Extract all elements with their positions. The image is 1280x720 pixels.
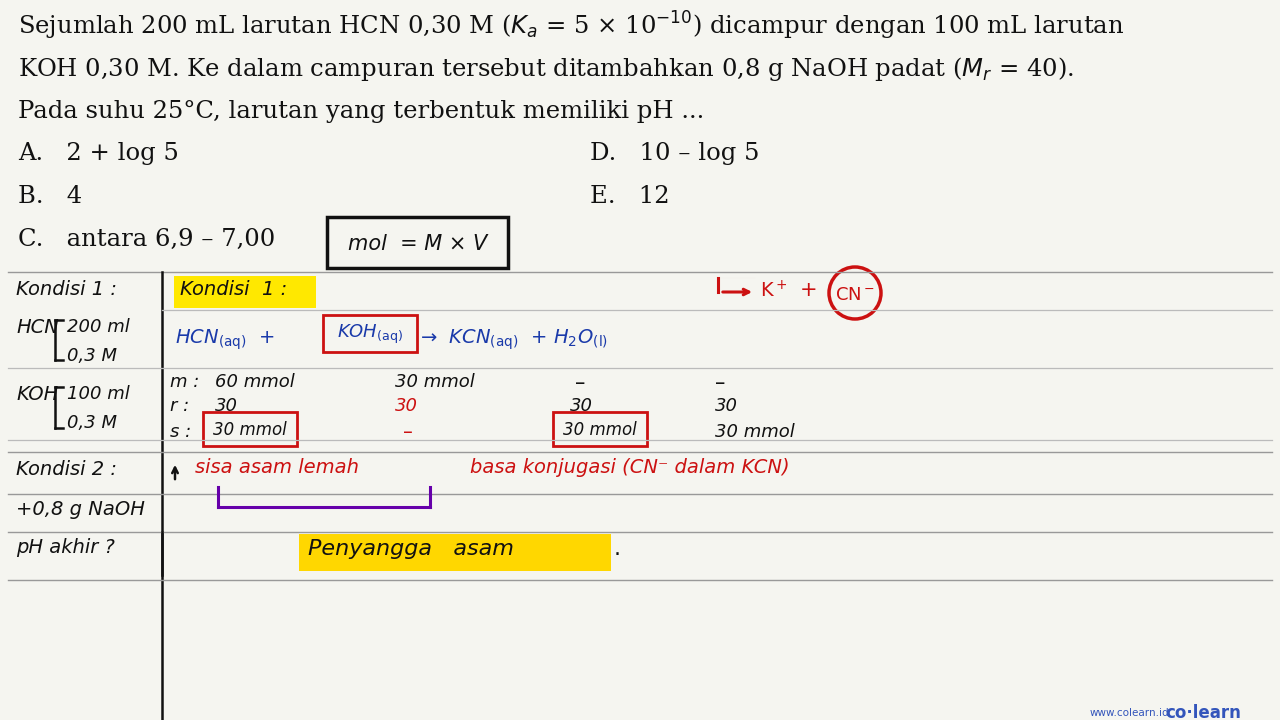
Text: sisa asam lemah: sisa asam lemah [195, 458, 358, 477]
Text: Kondisi 2 :: Kondisi 2 : [15, 460, 116, 479]
Text: Kondisi 1 :: Kondisi 1 : [15, 280, 116, 299]
Text: HCN$_{\mathsf{(aq)}}$  +: HCN$_{\mathsf{(aq)}}$ + [175, 327, 275, 351]
Text: mol  = M × V: mol = M × V [348, 235, 488, 254]
Text: s :: s : [170, 423, 191, 441]
Text: 200 ml: 200 ml [67, 318, 129, 336]
Text: →  KCN$_{\mathsf{(aq)}}$  + H$_{\mathsf{2}}$O$_{\mathsf{(l)}}$: → KCN$_{\mathsf{(aq)}}$ + H$_{\mathsf{2}… [420, 327, 608, 351]
Text: A.   2 + log 5: A. 2 + log 5 [18, 142, 179, 165]
Text: –: – [716, 373, 726, 393]
Text: co·learn: co·learn [1165, 704, 1240, 720]
FancyBboxPatch shape [553, 412, 646, 446]
Text: B.   4: B. 4 [18, 185, 82, 208]
FancyBboxPatch shape [323, 315, 417, 352]
Text: 30: 30 [215, 397, 238, 415]
Text: +0,8 g NaOH: +0,8 g NaOH [15, 500, 145, 519]
Text: KOH 0,30 M. Ke dalam campuran tersebut ditambahkan 0,8 g NaOH padat ($M_r$ = 40): KOH 0,30 M. Ke dalam campuran tersebut d… [18, 55, 1074, 83]
Text: r :: r : [170, 397, 189, 415]
Text: –: – [575, 373, 585, 393]
Text: HCN: HCN [15, 318, 59, 337]
Text: C.   antara 6,9 – 7,00: C. antara 6,9 – 7,00 [18, 228, 275, 251]
Text: KOH: KOH [15, 385, 59, 404]
Text: 30 mmol: 30 mmol [396, 373, 475, 391]
Text: 30 mmol: 30 mmol [716, 423, 795, 441]
Text: E.   12: E. 12 [590, 185, 669, 208]
Text: D.   10 – log 5: D. 10 – log 5 [590, 142, 759, 165]
Text: Penyangga   asam: Penyangga asam [308, 539, 513, 559]
FancyBboxPatch shape [300, 534, 611, 571]
Text: www.colearn.id: www.colearn.id [1091, 708, 1170, 718]
Text: Kondisi  1 :: Kondisi 1 : [180, 280, 287, 299]
Text: K$^+$: K$^+$ [760, 280, 787, 301]
Text: 30: 30 [396, 397, 419, 415]
Text: 0,3 M: 0,3 M [67, 347, 116, 365]
FancyBboxPatch shape [174, 276, 316, 308]
Text: +: + [800, 280, 818, 300]
Text: 60 mmol: 60 mmol [215, 373, 294, 391]
Text: pH akhir ?: pH akhir ? [15, 538, 115, 557]
Text: –: – [403, 423, 413, 442]
Text: 30: 30 [716, 397, 739, 415]
Text: 0,3 M: 0,3 M [67, 414, 116, 432]
Text: CN$^-$: CN$^-$ [835, 286, 876, 304]
Text: .: . [614, 539, 621, 559]
FancyBboxPatch shape [204, 412, 297, 446]
Text: 30: 30 [570, 397, 593, 415]
Text: Sejumlah 200 mL larutan HCN 0,30 M ($K_a$ = 5 × 10$^{-10}$) dicampur dengan 100 : Sejumlah 200 mL larutan HCN 0,30 M ($K_a… [18, 10, 1124, 42]
FancyBboxPatch shape [326, 217, 508, 268]
Text: 100 ml: 100 ml [67, 385, 129, 403]
Text: 30 mmol: 30 mmol [563, 421, 637, 439]
Text: basa konjugasi (CN⁻ dalam KCN): basa konjugasi (CN⁻ dalam KCN) [470, 458, 790, 477]
Text: m :: m : [170, 373, 200, 391]
Text: Pada suhu 25°C, larutan yang terbentuk memiliki pH ...: Pada suhu 25°C, larutan yang terbentuk m… [18, 100, 704, 123]
Text: KOH$_{\mathsf{(aq)}}$: KOH$_{\mathsf{(aq)}}$ [337, 323, 403, 346]
Text: 30 mmol: 30 mmol [214, 421, 287, 439]
